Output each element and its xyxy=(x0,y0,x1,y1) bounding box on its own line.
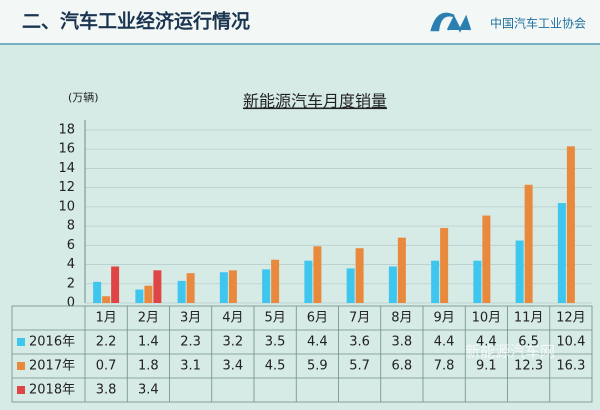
x-tick-label: 2月 xyxy=(138,311,159,326)
table-value: 3.4 xyxy=(138,383,159,398)
table-value: 6.8 xyxy=(392,359,413,374)
table-value: 3.8 xyxy=(96,383,117,398)
table-value: 6.5 xyxy=(518,335,539,350)
bar xyxy=(262,269,271,303)
x-tick-label: 1月 xyxy=(95,311,116,326)
table-value: 2.3 xyxy=(180,335,201,350)
legend-swatch xyxy=(17,338,25,346)
x-tick-label: 6月 xyxy=(307,311,328,326)
bar xyxy=(557,203,566,303)
bar xyxy=(271,259,280,303)
y-tick-label: 4 xyxy=(67,257,75,272)
x-tick-label: 7月 xyxy=(349,311,370,326)
header-bar xyxy=(0,0,600,44)
legend-swatch xyxy=(17,386,25,394)
bar xyxy=(144,285,153,303)
y-tick-label: 18 xyxy=(58,123,75,138)
watermark: 新能源汽车网 xyxy=(465,343,555,361)
x-tick-label: 3月 xyxy=(180,311,201,326)
bar xyxy=(93,281,102,303)
legend-label: 2016年 xyxy=(29,335,75,350)
table-value: 3.8 xyxy=(392,335,413,350)
bar xyxy=(177,280,186,303)
table-value: 3.6 xyxy=(349,335,370,350)
table-value: 3.2 xyxy=(223,335,244,350)
table-value: 12.3 xyxy=(514,359,543,374)
table-value: 3.4 xyxy=(223,359,244,374)
x-tick-label: 4月 xyxy=(222,311,243,326)
x-tick-label: 10月 xyxy=(472,311,502,326)
y-tick-label: 16 xyxy=(58,142,75,157)
table-value: 4.4 xyxy=(434,335,455,350)
x-tick-label: 9月 xyxy=(433,311,454,326)
bar xyxy=(440,228,449,303)
y-tick-label: 12 xyxy=(58,180,75,195)
legend-label: 2018年 xyxy=(29,383,75,398)
bar xyxy=(355,248,364,303)
y-tick-label: 0 xyxy=(67,296,75,311)
table-value: 4.5 xyxy=(265,359,286,374)
bar xyxy=(186,273,195,303)
y-tick-label: 6 xyxy=(67,238,75,253)
table-value: 0.7 xyxy=(96,359,117,374)
bar xyxy=(153,270,162,303)
table-value: 1.4 xyxy=(138,335,159,350)
bar xyxy=(431,260,440,303)
x-tick-label: 8月 xyxy=(391,311,412,326)
legend-swatch xyxy=(17,362,25,370)
y-tick-label: 2 xyxy=(67,276,75,291)
bar xyxy=(397,237,406,303)
bar xyxy=(304,260,313,303)
table-value: 5.9 xyxy=(307,359,328,374)
x-tick-label: 11月 xyxy=(514,311,544,326)
bar xyxy=(566,146,575,303)
y-axis-label: (万辆) xyxy=(68,90,99,104)
table-value: 1.8 xyxy=(138,359,159,374)
x-tick-label: 5月 xyxy=(264,311,285,326)
table-value: 16.3 xyxy=(556,359,585,374)
x-tick-label: 12月 xyxy=(556,311,586,326)
table-value: 4.4 xyxy=(307,335,328,350)
logo-mark xyxy=(430,12,472,33)
table-value: 9.1 xyxy=(476,359,497,374)
bar xyxy=(111,266,120,303)
bar xyxy=(473,260,482,303)
table-value: 3.5 xyxy=(265,335,286,350)
bar xyxy=(482,215,491,303)
y-tick-label: 14 xyxy=(58,161,75,176)
bar xyxy=(135,289,144,303)
bar xyxy=(102,296,111,303)
bar xyxy=(346,268,355,303)
legend-label: 2017年 xyxy=(29,359,75,374)
table-value: 2.2 xyxy=(96,335,117,350)
logo-text: 中国汽车工业协会 xyxy=(490,16,586,31)
bar xyxy=(388,266,397,303)
y-tick-label: 10 xyxy=(58,199,75,214)
bar xyxy=(313,246,322,303)
bar xyxy=(228,270,237,303)
table-value: 7.8 xyxy=(434,359,455,374)
chart-title: 新能源汽车月度销量 xyxy=(243,92,387,111)
table-value: 5.7 xyxy=(349,359,370,374)
bar xyxy=(524,184,533,303)
header-title: 二、汽车工业经济运行情况 xyxy=(22,10,250,33)
table-value: 4.4 xyxy=(476,335,497,350)
y-tick-label: 8 xyxy=(67,219,75,234)
bar xyxy=(219,272,228,303)
table-value: 10.4 xyxy=(556,335,585,350)
bar xyxy=(515,240,524,303)
table-value: 3.1 xyxy=(180,359,201,374)
